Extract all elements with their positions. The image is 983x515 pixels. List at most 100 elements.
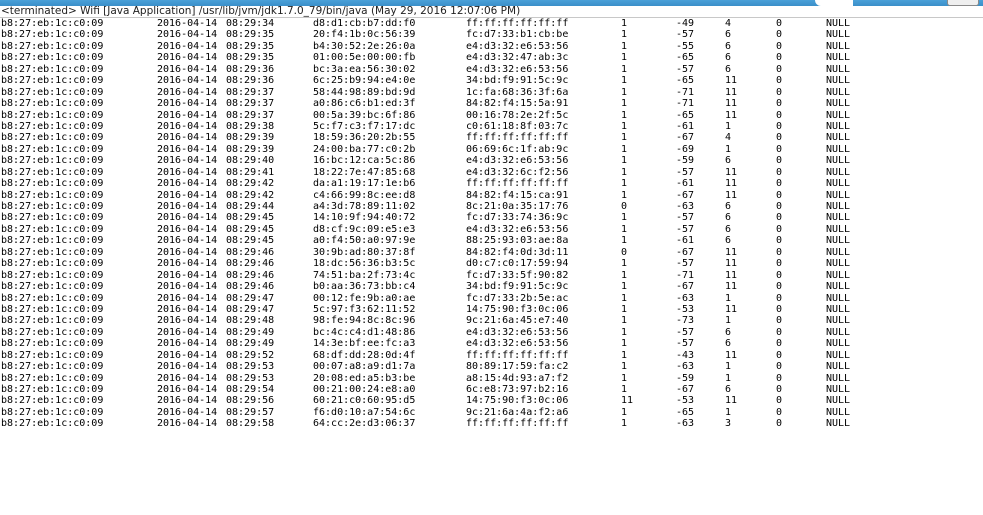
field-flag: 1 [621, 384, 628, 395]
field-null: NULL [826, 155, 851, 167]
capture-time: 08:29:37 [226, 109, 275, 121]
dest-mac: 9c:21:6a:45:e7:40 [466, 315, 569, 327]
field-null: NULL [826, 269, 851, 281]
channel-value: 1 [725, 292, 732, 304]
field-flag: 1 [621, 361, 628, 373]
rssi-value: -65 [676, 75, 695, 87]
dest-mac: 8c:21:0a:35:17:76 [466, 201, 569, 212]
source-mac: bc:3a:ea:56:30:02 [313, 63, 416, 75]
capture-time: 08:29:40 [226, 155, 275, 167]
device-mac: b8:27:eb:1c:c0:09 [1, 143, 104, 155]
source-mac: 00:21:00:24:e8:a0 [313, 384, 416, 395]
console-line: b8:27:eb:1c:c0:09 2016-04-14 08:29:54 00:21… [0, 384, 983, 395]
source-mac: 00:5a:39:bc:6f:86 [313, 109, 416, 121]
capture-date: 2016-04-14 [157, 189, 218, 201]
capture-date: 2016-04-14 [157, 303, 218, 315]
field-zero: 0 [776, 189, 783, 201]
console-line: b8:27:eb:1c:c0:09 2016-04-14 08:29:45 14:10… [0, 212, 983, 223]
field-zero: 0 [776, 120, 783, 132]
field-flag: 1 [621, 98, 628, 110]
rssi-value: -53 [676, 395, 695, 407]
field-null: NULL [826, 189, 851, 201]
field-zero: 0 [776, 246, 783, 258]
dest-mac: 00:16:78:2e:2f:5c [466, 109, 569, 121]
dest-mac: 84:82:f4:15:ca:91 [466, 189, 569, 201]
device-mac: b8:27:eb:1c:c0:09 [1, 166, 104, 178]
source-mac: a0:86:c6:b1:ed:3f [313, 98, 416, 110]
capture-time: 08:29:45 [226, 212, 275, 224]
rssi-value: -61 [676, 120, 695, 132]
capture-date: 2016-04-14 [157, 223, 218, 235]
rssi-value: -43 [676, 349, 695, 361]
device-mac: b8:27:eb:1c:c0:09 [1, 178, 104, 190]
dest-mac: d0:c7:c0:17:59:94 [466, 258, 569, 270]
field-flag: 1 [621, 349, 628, 361]
capture-time: 08:29:53 [226, 361, 275, 373]
field-zero: 0 [776, 201, 783, 212]
device-mac: b8:27:eb:1c:c0:09 [1, 212, 104, 224]
device-mac: b8:27:eb:1c:c0:09 [1, 189, 104, 201]
capture-time: 08:29:37 [226, 86, 275, 98]
rssi-value: -53 [676, 303, 695, 315]
field-null: NULL [826, 98, 851, 110]
dest-mac: 34:bd:f9:91:5c:9c [466, 281, 569, 293]
field-zero: 0 [776, 52, 783, 64]
capture-date: 2016-04-14 [157, 258, 218, 270]
rssi-value: -67 [676, 281, 695, 293]
field-zero: 0 [776, 29, 783, 41]
device-mac: b8:27:eb:1c:c0:09 [1, 258, 104, 270]
console-output[interactable]: b8:27:eb:1c:c0:09 2016-04-14 08:29:34 d8:d1… [0, 18, 983, 515]
dest-mac: e4:d3:32:e6:53:56 [466, 338, 569, 350]
channel-value: 1 [725, 315, 732, 327]
capture-time: 08:29:35 [226, 29, 275, 41]
field-null: NULL [826, 246, 851, 258]
field-null: NULL [826, 258, 851, 270]
channel-value: 11 [725, 178, 738, 190]
field-null: NULL [826, 40, 851, 52]
field-null: NULL [826, 63, 851, 75]
field-flag: 1 [621, 292, 628, 304]
capture-time: 08:29:47 [226, 292, 275, 304]
field-null: NULL [826, 201, 851, 212]
view-controls[interactable] [947, 0, 979, 6]
dest-mac: 84:82:f4:0d:3d:11 [466, 246, 569, 258]
channel-value: 3 [725, 418, 732, 430]
device-mac: b8:27:eb:1c:c0:09 [1, 98, 104, 110]
capture-time: 08:29:47 [226, 303, 275, 315]
rssi-value: -67 [676, 132, 695, 144]
capture-date: 2016-04-14 [157, 338, 218, 350]
field-null: NULL [826, 120, 851, 132]
field-null: NULL [826, 395, 851, 407]
source-mac: 16:bc:12:ca:5c:86 [313, 155, 416, 167]
dest-mac: 14:75:90:f3:0c:06 [466, 303, 569, 315]
rssi-value: -69 [676, 143, 695, 155]
capture-time: 08:29:35 [226, 40, 275, 52]
console-line: b8:27:eb:1c:c0:09 2016-04-14 08:29:47 5c:97… [0, 304, 983, 315]
device-mac: b8:27:eb:1c:c0:09 [1, 109, 104, 121]
capture-time: 08:29:49 [226, 326, 275, 338]
capture-date: 2016-04-14 [157, 155, 218, 167]
console-line: b8:27:eb:1c:c0:09 2016-04-14 08:29:49 bc:4c… [0, 327, 983, 338]
source-mac: b0:aa:36:73:bb:c4 [313, 281, 416, 293]
source-mac: c4:66:99:8c:ee:d8 [313, 189, 416, 201]
source-mac: 14:3e:bf:ee:fc:a3 [313, 338, 416, 350]
console-line: b8:27:eb:1c:c0:09 2016-04-14 08:29:58 64:cc… [0, 418, 983, 429]
channel-value: 11 [725, 281, 738, 293]
capture-date: 2016-04-14 [157, 120, 218, 132]
dest-mac: e4:d3:32:e6:53:56 [466, 155, 569, 167]
capture-time: 08:29:53 [226, 372, 275, 384]
source-mac: 58:44:98:89:bd:9d [313, 86, 416, 98]
capture-time: 08:29:45 [226, 235, 275, 247]
field-flag: 1 [621, 29, 628, 41]
field-flag: 0 [621, 201, 628, 212]
device-mac: b8:27:eb:1c:c0:09 [1, 406, 104, 418]
console-line: b8:27:eb:1c:c0:09 2016-04-14 08:29:36 bc:3a… [0, 64, 983, 75]
console-line: b8:27:eb:1c:c0:09 2016-04-14 08:29:49 14:3e… [0, 338, 983, 349]
dest-mac: c0:61:18:8f:03:7c [466, 120, 569, 132]
field-null: NULL [826, 315, 851, 327]
channel-value: 6 [725, 201, 732, 212]
device-mac: b8:27:eb:1c:c0:09 [1, 223, 104, 235]
dest-mac: fc:d7:33:5f:90:82 [466, 269, 569, 281]
field-flag: 1 [621, 372, 628, 384]
field-zero: 0 [776, 63, 783, 75]
